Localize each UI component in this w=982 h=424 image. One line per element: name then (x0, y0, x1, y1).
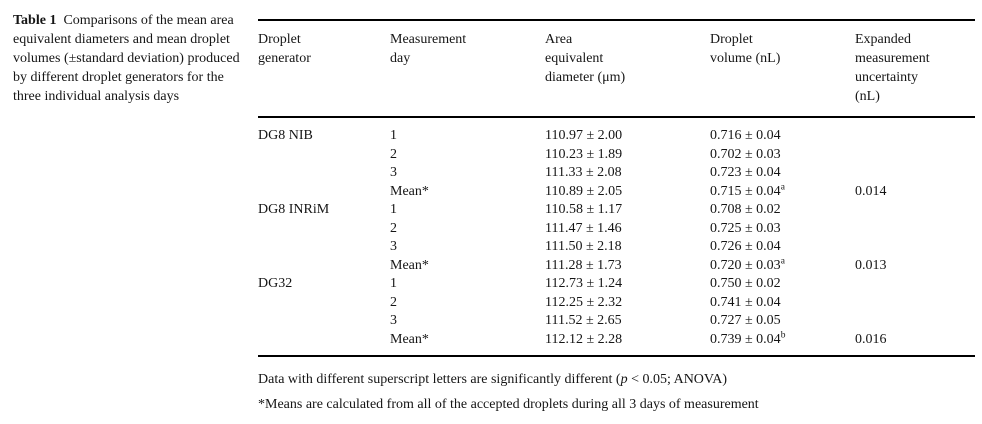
cell-measurement-day: 3 (390, 239, 397, 254)
cell-area-equivalent-diameter: 111.50 ± 2.18 (545, 239, 622, 254)
table-row: DG8 NIB 1 110.97 ± 2.00 0.716 ± 0.04 (258, 127, 975, 146)
cell-droplet-volume: 0.739 ± 0.04b (710, 329, 786, 347)
cell-droplet-volume: 0.720 ± 0.03a (710, 255, 785, 273)
cell-expanded-uncertainty (855, 220, 975, 239)
cell-droplet-volume: 0.708 ± 0.02 (710, 202, 781, 217)
cell-droplet-generator (258, 257, 390, 276)
footnote-anova: Data with different superscript letters … (258, 372, 727, 387)
cell-droplet-generator: DG32 (258, 276, 293, 291)
cell-droplet-generator (258, 331, 390, 350)
column-header-expanded-uncertainty: Expanded measurement uncertainty (nL) (855, 32, 930, 104)
cell-measurement-day: 1 (390, 202, 397, 217)
table-row: 3 111.50 ± 2.18 0.726 ± 0.04 (258, 238, 975, 257)
cell-expanded-uncertainty (855, 201, 975, 220)
cell-area-equivalent-diameter: 112.73 ± 1.24 (545, 276, 623, 291)
table-body: DG8 NIB 1 110.97 ± 2.00 0.716 ± 0.04 2 1… (258, 118, 975, 357)
cell-expanded-uncertainty: 0.014 (855, 183, 887, 199)
cell-expanded-uncertainty (855, 164, 975, 183)
cell-area-equivalent-diameter: 111.28 ± 1.73 (545, 257, 622, 273)
cell-droplet-volume: 0.702 ± 0.03 (710, 146, 781, 162)
table-row: DG8 INRiM 1 110.58 ± 1.17 0.708 ± 0.02 (258, 201, 975, 220)
cell-droplet-generator (258, 183, 390, 202)
cell-area-equivalent-diameter: 111.52 ± 2.65 (545, 313, 622, 328)
cell-expanded-uncertainty (855, 238, 975, 257)
cell-droplet-generator: DG8 NIB (258, 128, 313, 143)
column-header-measurement-day: Measurement day (390, 32, 467, 66)
cell-expanded-uncertainty (855, 294, 975, 313)
cell-droplet-generator (258, 238, 390, 257)
cell-measurement-day: 2 (390, 146, 397, 162)
cell-measurement-day: 1 (390, 276, 397, 291)
footnote-anova-p: p (620, 372, 628, 387)
significance-superscript: b (780, 329, 786, 340)
cell-droplet-generator (258, 146, 390, 165)
cell-droplet-volume: 0.741 ± 0.04 (710, 294, 781, 310)
table-row: 2 111.47 ± 1.46 0.725 ± 0.03 (258, 220, 975, 239)
cell-area-equivalent-diameter: 111.47 ± 1.46 (545, 220, 622, 236)
cell-droplet-generator (258, 294, 390, 313)
column-header-droplet-generator: Droplet generator (258, 32, 311, 66)
table-row: Mean* 110.89 ± 2.05 0.715 ± 0.04a 0.014 (258, 181, 975, 202)
table-row: DG32 1 112.73 ± 1.24 0.750 ± 0.02 (258, 275, 975, 294)
cell-area-equivalent-diameter: 110.97 ± 2.00 (545, 128, 623, 143)
cell-measurement-day: 3 (390, 313, 397, 328)
cell-measurement-day: Mean* (390, 331, 429, 347)
column-header-droplet-volume: Droplet volume (nL) (710, 32, 781, 66)
cell-measurement-day: 1 (390, 128, 397, 143)
cell-area-equivalent-diameter: 111.33 ± 2.08 (545, 165, 622, 180)
significance-superscript: a (780, 181, 785, 192)
cell-expanded-uncertainty: 0.016 (855, 331, 887, 347)
cell-droplet-generator (258, 164, 390, 183)
cell-expanded-uncertainty (855, 275, 975, 294)
cell-measurement-day: 3 (390, 165, 397, 180)
column-header-area-equivalent-diameter: Area equivalent diameter (μm) (545, 32, 626, 85)
caption-label: Table 1 (13, 13, 57, 28)
cell-area-equivalent-diameter: 110.58 ± 1.17 (545, 202, 623, 217)
cell-expanded-uncertainty: 0.013 (855, 257, 887, 273)
footnote-means: *Means are calculated from all of the ac… (258, 397, 759, 412)
cell-area-equivalent-diameter: 112.25 ± 2.32 (545, 294, 623, 310)
cell-droplet-volume: 0.727 ± 0.05 (710, 313, 781, 328)
cell-droplet-volume: 0.750 ± 0.02 (710, 276, 781, 291)
cell-measurement-day: Mean* (390, 257, 429, 273)
cell-measurement-day: 2 (390, 220, 397, 236)
cell-droplet-generator: DG8 INRiM (258, 202, 330, 217)
table-footnotes: Data with different superscript letters … (258, 370, 975, 415)
table-row: 2 112.25 ± 2.32 0.741 ± 0.04 (258, 294, 975, 313)
cell-droplet-generator (258, 312, 390, 331)
table-caption: Table 1 Comparisons of the mean area equi… (13, 11, 249, 106)
cell-droplet-generator (258, 220, 390, 239)
cell-expanded-uncertainty (855, 312, 975, 331)
cell-measurement-day: 2 (390, 294, 397, 310)
table-row: 3 111.52 ± 2.65 0.727 ± 0.05 (258, 312, 975, 331)
cell-droplet-volume: 0.715 ± 0.04a (710, 181, 785, 199)
cell-area-equivalent-diameter: 112.12 ± 2.28 (545, 331, 623, 347)
cell-expanded-uncertainty (855, 146, 975, 165)
cell-area-equivalent-diameter: 110.23 ± 1.89 (545, 146, 623, 162)
table-row: 3 111.33 ± 2.08 0.723 ± 0.04 (258, 164, 975, 183)
table: Droplet generator Measurement day Area e… (258, 19, 975, 420)
caption-text: Comparisons of the mean area equivalent … (13, 13, 240, 104)
cell-droplet-volume: 0.723 ± 0.04 (710, 165, 781, 180)
cell-measurement-day: Mean* (390, 183, 429, 199)
table-row: Mean* 112.12 ± 2.28 0.739 ± 0.04b 0.016 (258, 329, 975, 350)
cell-droplet-volume: 0.725 ± 0.03 (710, 220, 781, 236)
table-row: 2 110.23 ± 1.89 0.702 ± 0.03 (258, 146, 975, 165)
cell-droplet-volume: 0.726 ± 0.04 (710, 239, 781, 254)
table-row: Mean* 111.28 ± 1.73 0.720 ± 0.03a 0.013 (258, 255, 975, 276)
cell-droplet-volume: 0.716 ± 0.04 (710, 128, 781, 143)
table-header-row: Droplet generator Measurement day Area e… (258, 19, 975, 118)
significance-superscript: a (780, 255, 785, 266)
cell-area-equivalent-diameter: 110.89 ± 2.05 (545, 183, 623, 199)
cell-expanded-uncertainty (855, 127, 975, 146)
